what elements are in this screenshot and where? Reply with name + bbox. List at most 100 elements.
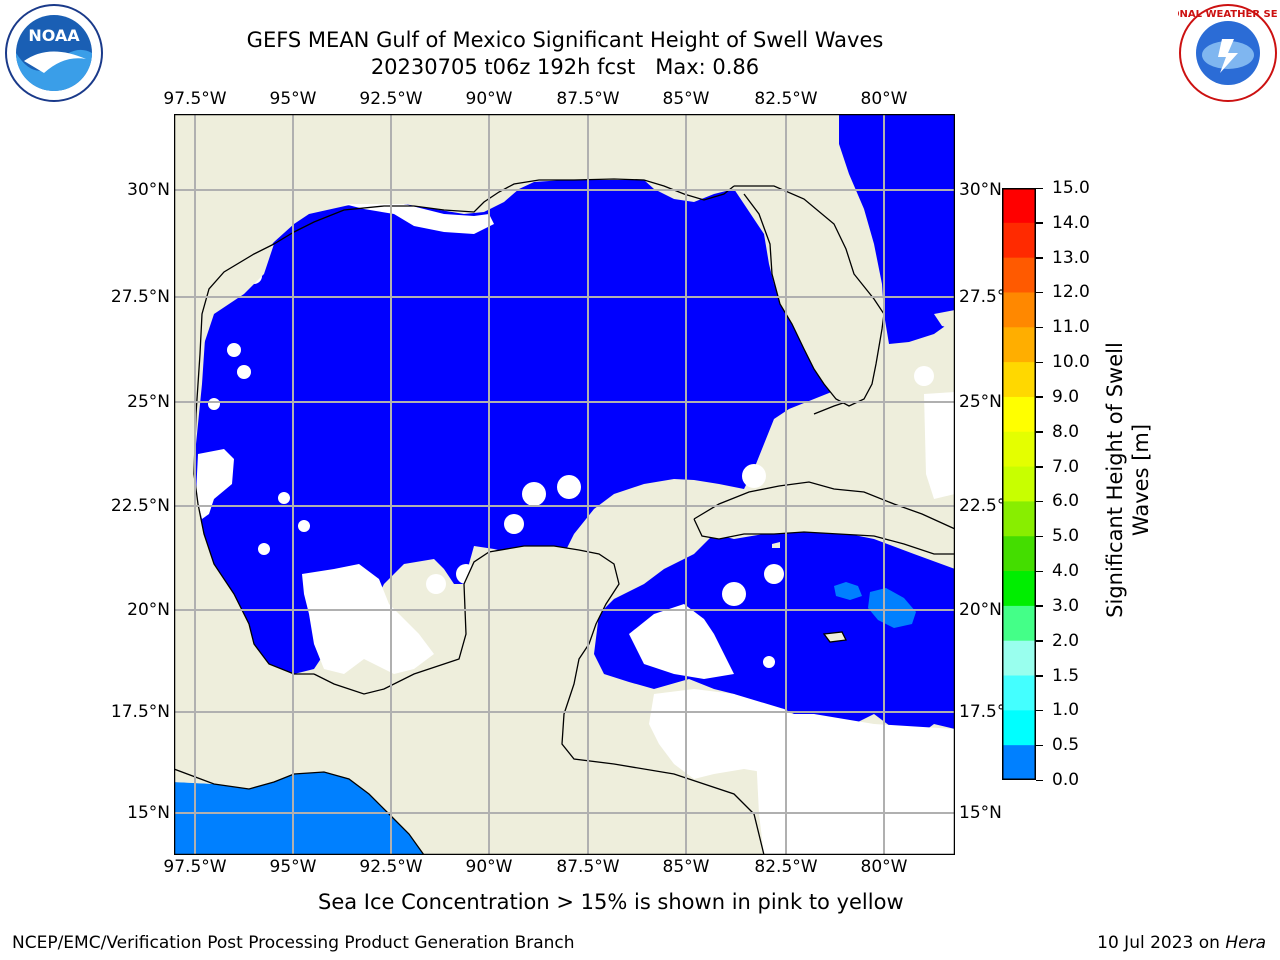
- coastline-florida: [734, 185, 885, 407]
- colorbar-segment: [1002, 327, 1036, 363]
- colorbar: [1002, 188, 1036, 784]
- colorbar-tick-mark: [1036, 466, 1043, 468]
- swell-patch-light-1: [834, 582, 862, 600]
- colorbar-tick-mark: [1036, 744, 1043, 747]
- coastline-cuba: [693, 481, 955, 555]
- no-data-spot-8: [298, 520, 310, 532]
- colorbar-segment: [1002, 640, 1036, 677]
- national-weather-service-logo-icon: NATIONAL WEATHER SERVICE: [1145, 3, 1280, 103]
- colorbar-tick-label: 12.0: [1052, 282, 1090, 303]
- no-data-spot-5: [203, 459, 217, 473]
- lon-label-bottom: 90°W: [465, 857, 513, 877]
- colorbar-segment: [1002, 292, 1036, 328]
- coastline-florida-keys: [813, 401, 847, 415]
- colorbar-tick-label: 1.0: [1052, 700, 1080, 721]
- lat-label-right: 15°N: [959, 803, 1002, 823]
- colorbar-segment: [1002, 745, 1036, 781]
- colorbar-tick-mark: [1036, 361, 1043, 364]
- map-svg: [173, 113, 956, 856]
- lon-label-bottom: 85°W: [662, 857, 710, 877]
- no-data-spot-19: [763, 656, 775, 668]
- no-data-gap-sw: [302, 564, 434, 674]
- lon-label-top: 87.5°W: [556, 89, 620, 109]
- no-data-spot-11: [522, 482, 546, 506]
- colorbar-tick-label: 0.5: [1052, 735, 1080, 756]
- chart-title: GEFS MEAN Gulf of Mexico Significant Hei…: [246, 28, 884, 52]
- noaa-logo-icon: NOAA: [4, 3, 104, 103]
- colorbar-tick-mark: [1036, 709, 1043, 712]
- no-data-gap-yucatan-east: [629, 604, 734, 679]
- lat-label-left: 30°N: [127, 180, 170, 200]
- lat-label-left: 25°N: [127, 392, 170, 412]
- lon-label-bottom: 80°W: [860, 857, 908, 877]
- lon-label-top: 92.5°W: [359, 89, 423, 109]
- swell-patch-light-2: [868, 588, 916, 628]
- footer-host: Hera: [1225, 933, 1266, 953]
- lon-label-top: 85°W: [662, 89, 710, 109]
- colorbar-tick-mark: [1036, 291, 1043, 294]
- sea-ice-note-text: Sea Ice Concentration > 15% is shown in …: [318, 890, 904, 914]
- no-data-spot-15: [914, 366, 934, 386]
- land-islands-cayman: [772, 542, 780, 548]
- no-data-spot-3: [237, 365, 251, 379]
- colorbar-tick-mark: [1036, 605, 1043, 607]
- colorbar-tick-mark: [1036, 431, 1043, 433]
- colorbar-segment: [1002, 501, 1036, 537]
- colorbar-segment: [1002, 605, 1036, 642]
- caribbean-swell-area: [594, 529, 955, 744]
- colorbar-tick-mark: [1036, 326, 1043, 329]
- lat-label-right: 20°N: [959, 600, 1002, 620]
- gulf-swell-area: [194, 180, 839, 674]
- colorbar-tick-mark: [1036, 222, 1043, 224]
- land-mexico: [174, 242, 459, 789]
- no-data-spot-4: [208, 398, 220, 410]
- colorbar-segment: [1002, 222, 1036, 259]
- colorbar-tick-mark: [1036, 779, 1043, 781]
- land-islands-jamaica: [824, 632, 846, 642]
- lat-label-left: 20°N: [127, 600, 170, 620]
- lon-label-bottom: 92.5°W: [359, 857, 423, 877]
- footer-date: 10 Jul 2023 on: [1097, 933, 1226, 953]
- no-data-spot-9: [426, 574, 446, 594]
- no-data-spot-7: [258, 543, 270, 555]
- footer-left: NCEP/EMC/Verification Post Processing Pr…: [12, 933, 575, 953]
- colorbar-tick-label: 8.0: [1052, 421, 1080, 442]
- nws-logo-text: NATIONAL WEATHER SERVICE: [1178, 9, 1278, 20]
- no-data-spot-17: [722, 582, 746, 606]
- coastline-us-gulf: [273, 178, 735, 245]
- no-data-spot-12: [557, 475, 581, 499]
- colorbar-segment: [1002, 710, 1036, 746]
- colorbar-segment: [1002, 536, 1036, 572]
- colorbar-tick-label: 11.0: [1052, 317, 1090, 338]
- no-data-spot-18: [784, 754, 804, 774]
- colorbar-svg: [1002, 188, 1036, 781]
- lat-label-left: 17.5°N: [110, 702, 170, 722]
- land-florida: [734, 184, 884, 406]
- colorbar-label-line1: Significant Height of Swell: [1103, 342, 1127, 618]
- colorbar-tick-mark: [1036, 396, 1043, 398]
- colorbar-tick-mark: [1036, 570, 1043, 573]
- colorbar-tick-label: 14.0: [1052, 212, 1090, 233]
- lon-label-bottom: 97.5°W: [163, 857, 227, 877]
- map-panel: [173, 113, 956, 859]
- colorbar-label-line2: Waves [m]: [1129, 423, 1153, 537]
- coastline-yucatan: [313, 545, 765, 855]
- graticule: [174, 114, 955, 855]
- lon-label-top: 97.5°W: [163, 89, 227, 109]
- no-data-spot-6: [278, 492, 290, 504]
- noaa-logo-text: NOAA: [28, 26, 80, 45]
- colorbar-tick-mark: [1036, 257, 1043, 259]
- no-data-spot-13: [504, 514, 524, 534]
- colorbar-tick-label: 10.0: [1052, 352, 1090, 373]
- colorbar-segment: [1002, 396, 1036, 433]
- colorbar-tick-label: 5.0: [1052, 526, 1080, 547]
- no-data-spot-16: [764, 564, 784, 584]
- colorbar-tick-label: 9.0: [1052, 386, 1080, 407]
- atlantic-swell-area: [839, 114, 955, 344]
- colorbar-tick-label: 0.0: [1052, 770, 1080, 790]
- map-frame: [173, 113, 956, 856]
- lon-label-top: 95°W: [269, 89, 317, 109]
- colorbar-tick-mark: [1036, 535, 1043, 538]
- colorbar-tick-label: 1.5: [1052, 665, 1080, 686]
- colorbar-tick-mark: [1036, 675, 1043, 677]
